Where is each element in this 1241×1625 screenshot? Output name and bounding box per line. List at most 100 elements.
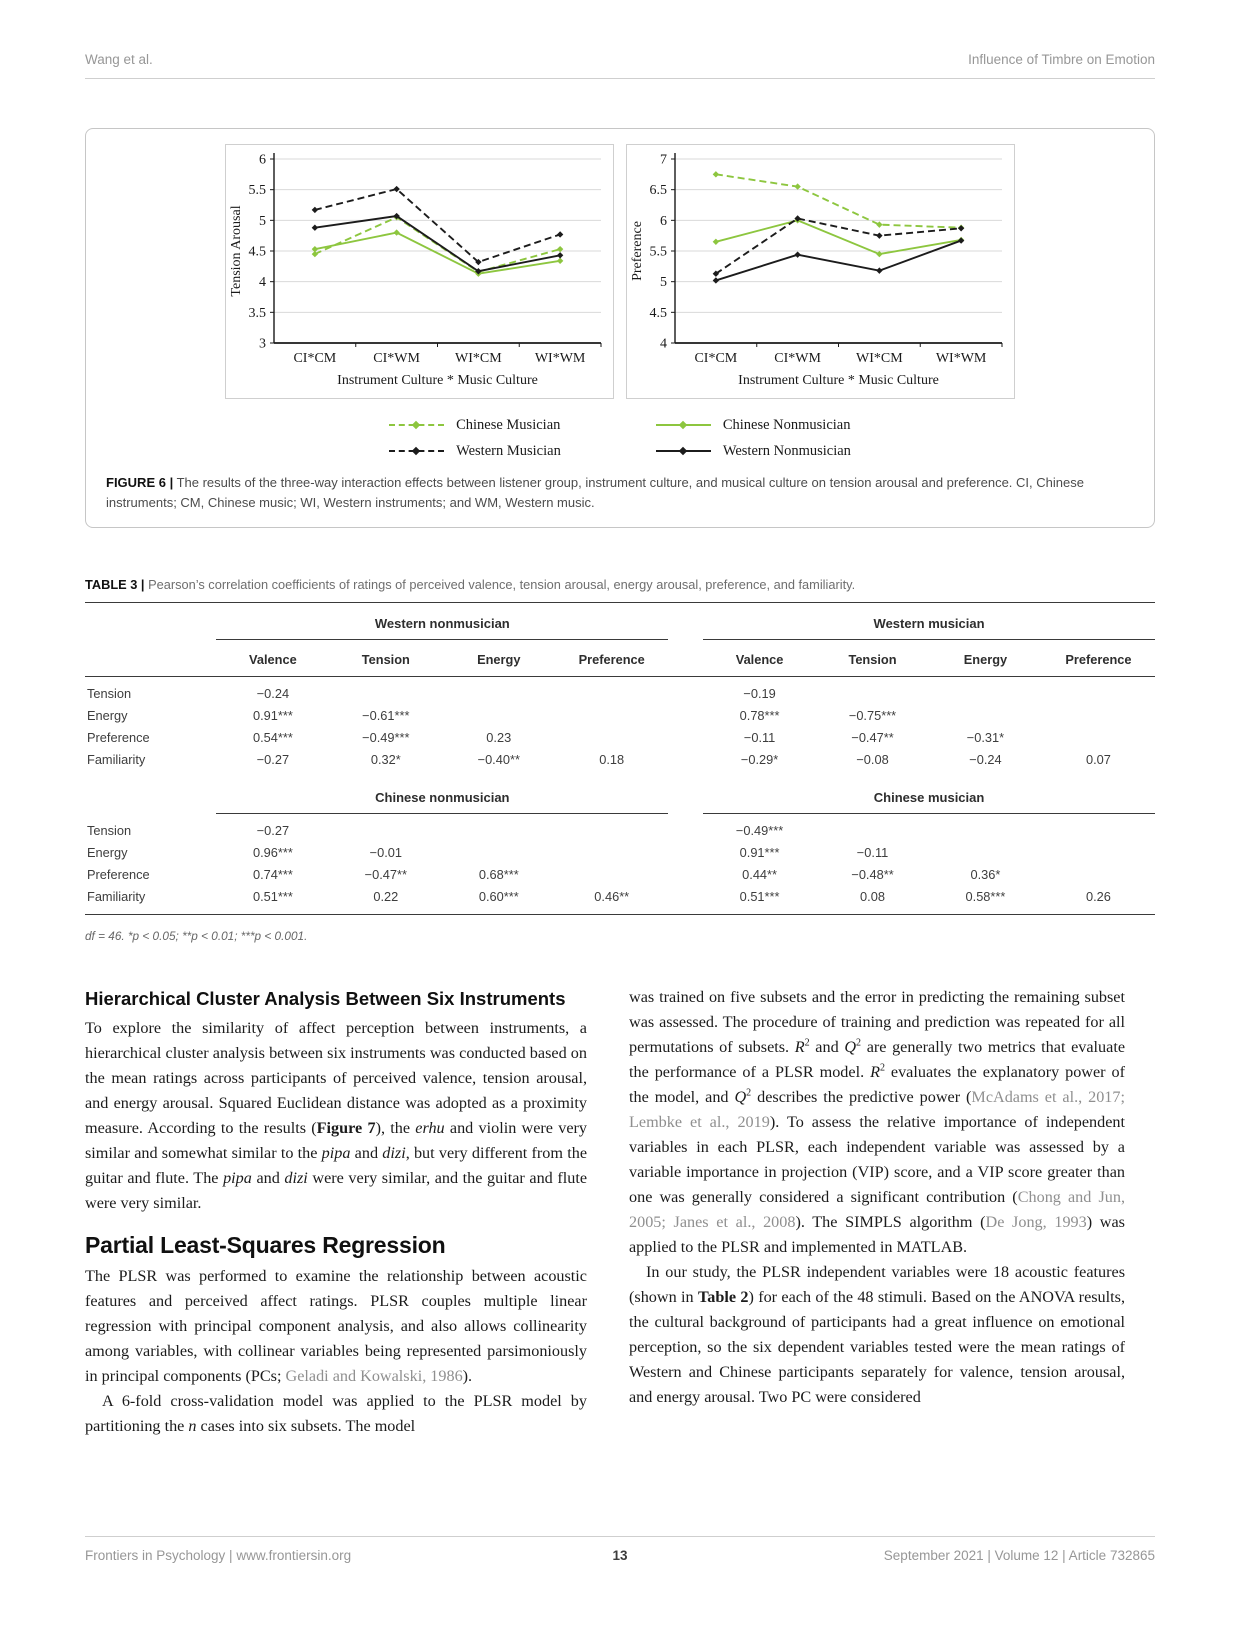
group-gap xyxy=(668,677,703,705)
data-point-marker xyxy=(475,268,482,275)
data-point-marker xyxy=(311,245,319,253)
series-line-western-nonmusician xyxy=(715,239,962,282)
subsection-heading: Hierarchical Cluster Analysis Between Si… xyxy=(85,988,566,1009)
row-label-spacer xyxy=(85,777,216,814)
correlation-value xyxy=(1042,842,1155,864)
correlation-value: −0.11 xyxy=(743,730,776,745)
text-segment: evaluates the explanatory power of the m… xyxy=(629,1063,1125,1106)
x-category-label: WI*WM xyxy=(936,351,987,366)
figure-legend: Chinese Musician Chinese Nonmusician Weste… xyxy=(86,415,1154,461)
group-header-chinese-musician: Chinese musician xyxy=(703,777,1155,814)
correlation-value: 0.58*** xyxy=(965,889,1006,904)
data-point-marker xyxy=(876,267,883,274)
x-category-label: WI*CM xyxy=(455,351,502,366)
citation-link[interactable]: Geladi and Kowalski, 1986 xyxy=(285,1367,463,1385)
text-segment: ), the xyxy=(375,1119,416,1137)
text-segment: cases into six subsets. The model xyxy=(196,1417,416,1435)
correlation-value: 0.54*** xyxy=(252,730,293,745)
table-row-tension: Tension −0.27 −0.49*** xyxy=(85,814,1155,842)
table-row-preference: Preference 0.74*** −0.47** 0.68*** 0.44** −0.… xyxy=(85,864,1155,886)
correlation-value xyxy=(929,842,1042,864)
correlation-value xyxy=(929,677,1042,705)
row-label-spacer xyxy=(85,603,216,640)
group-gap xyxy=(668,777,703,814)
text-segment: erhu xyxy=(415,1119,445,1137)
series-line-western-musician xyxy=(314,188,561,264)
text-segment: 2 xyxy=(856,1037,862,1049)
correlation-value: −0.19 xyxy=(743,686,776,701)
text-segment: R xyxy=(870,1063,880,1081)
x-category-label: CI*CM xyxy=(694,351,737,366)
correlation-table: Western nonmusician Western musician Valen… xyxy=(85,602,1155,915)
correlation-value: 0.07 xyxy=(1086,752,1111,767)
citation-link[interactable]: McAdams et al., 2017; Lembke et al., 201… xyxy=(629,1088,1125,1131)
running-head-authors: Wang et al. xyxy=(85,52,153,67)
correlation-value xyxy=(1042,677,1155,705)
y-tick-label: 5.5 xyxy=(249,183,267,198)
column-header-energy: Energy xyxy=(442,639,556,677)
correlation-value: −0.75*** xyxy=(848,708,897,723)
data-point-marker xyxy=(556,231,564,238)
x-category-label: WI*WM xyxy=(535,351,586,366)
correlation-value: −0.31* xyxy=(966,730,1005,745)
column-header-preference: Preference xyxy=(555,639,669,677)
citation-link[interactable]: De Jong, 1993 xyxy=(985,1213,1087,1231)
column-header-row: Valence Tension Energy Preference Valence Ten… xyxy=(85,639,1155,677)
correlation-value: 0.26 xyxy=(1086,889,1111,904)
figure-caption-text: The results of the three-way interaction… xyxy=(106,475,1084,510)
legend-label: Western Musician xyxy=(456,442,561,459)
correlation-value: 0.68*** xyxy=(478,867,519,882)
data-point-marker xyxy=(475,258,482,266)
correlation-value: 0.23 xyxy=(486,730,512,745)
correlation-value: 0.91*** xyxy=(739,845,780,860)
figure-caption-label: FIGURE 6 | xyxy=(106,475,174,490)
data-point-marker xyxy=(556,245,564,253)
x-category-label: CI*CM xyxy=(293,351,336,366)
row-label: Familiarity xyxy=(87,889,146,904)
correlation-value: −0.08 xyxy=(856,752,889,767)
legend-item-chinese-musician: Chinese Musician xyxy=(389,415,561,435)
group-header-western-nonmusician: Western nonmusician xyxy=(216,602,669,640)
correlation-value xyxy=(442,705,555,727)
footer-journal: Frontiers in Psychology | www.frontiersi… xyxy=(85,1548,352,1563)
text-segment: To explore the similarity of affect perc… xyxy=(85,1019,587,1137)
body-paragraph: In our study, the PLSR independent varia… xyxy=(629,1260,1125,1410)
group-gap xyxy=(668,886,703,915)
citation-link[interactable]: Chong and Jun, 2005; Janes et al., 2008 xyxy=(629,1188,1126,1231)
data-point-marker xyxy=(957,225,965,232)
legend-item-western-musician: Western Musician xyxy=(389,441,561,461)
correlation-value: 0.96*** xyxy=(252,845,293,860)
correlation-value: 0.46** xyxy=(594,889,630,904)
correlation-value: 0.51*** xyxy=(739,889,780,904)
table-row-energy: Energy 0.96*** −0.01 0.91*** −0.11 xyxy=(85,842,1155,864)
data-point-marker xyxy=(712,238,720,245)
text-segment: are generally two metrics that evaluate … xyxy=(629,1038,1126,1081)
text-segment: was trained on five subsets and the erro… xyxy=(629,988,1125,1056)
y-tick-label: 3.5 xyxy=(249,306,267,321)
text-segment: and xyxy=(350,1144,383,1162)
text-segment: and violin were very similar and somewha… xyxy=(85,1119,587,1162)
y-tick-label: 5 xyxy=(259,214,266,229)
text-segment: ). xyxy=(462,1367,473,1385)
y-tick-label: 5 xyxy=(660,275,667,290)
x-category-label: WI*CM xyxy=(856,351,903,366)
correlation-value: −0.24 xyxy=(969,752,1002,767)
group-header-row: Chinese nonmusician Chinese musician xyxy=(85,777,1155,814)
data-point-marker xyxy=(712,277,720,284)
correlation-value: −0.49*** xyxy=(362,730,410,745)
column-header-tension: Tension xyxy=(329,639,443,677)
correlation-value: −0.27 xyxy=(256,823,290,838)
footer-issue-info: September 2021 | Volume 12 | Article 732… xyxy=(883,1548,1155,1563)
text-segment: 2 xyxy=(879,1062,885,1074)
data-point-marker xyxy=(794,183,801,190)
group-gap xyxy=(668,603,703,640)
correlation-value: 0.08 xyxy=(860,889,885,904)
data-point-marker xyxy=(393,185,400,193)
text-segment: , but very different from the guitar and… xyxy=(85,1144,588,1187)
data-point-marker xyxy=(393,229,400,236)
text-segment: ). The SIMPLS algorithm ( xyxy=(795,1213,986,1231)
data-point-marker xyxy=(311,250,319,258)
text-segment: 2 xyxy=(804,1037,810,1049)
text-segment: dizi xyxy=(382,1144,406,1162)
